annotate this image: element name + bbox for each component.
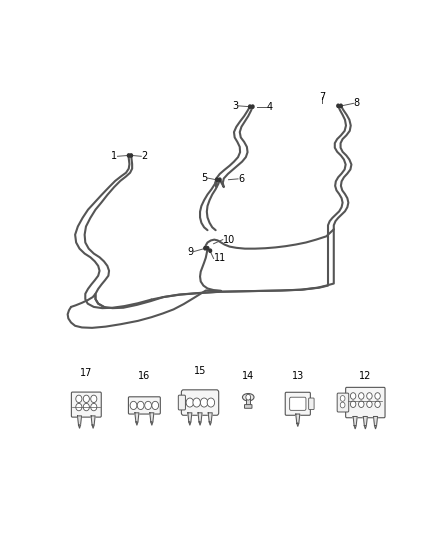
Polygon shape [363, 416, 367, 425]
Polygon shape [188, 413, 192, 422]
Text: 5: 5 [201, 173, 208, 183]
Polygon shape [91, 416, 95, 425]
Circle shape [340, 402, 345, 408]
FancyBboxPatch shape [285, 392, 311, 415]
FancyBboxPatch shape [128, 397, 160, 414]
Circle shape [209, 249, 212, 252]
Circle shape [130, 401, 137, 409]
Circle shape [215, 178, 219, 181]
Polygon shape [135, 413, 139, 422]
FancyBboxPatch shape [244, 405, 252, 408]
Text: 9: 9 [188, 247, 194, 256]
FancyBboxPatch shape [246, 397, 250, 406]
Polygon shape [151, 422, 153, 425]
Circle shape [83, 403, 89, 411]
Circle shape [246, 394, 251, 400]
Text: 10: 10 [223, 235, 235, 245]
Circle shape [359, 393, 364, 399]
Polygon shape [374, 416, 378, 425]
Text: 17: 17 [80, 368, 92, 378]
Circle shape [219, 178, 221, 181]
Circle shape [350, 401, 356, 407]
Circle shape [367, 393, 372, 399]
Polygon shape [354, 425, 356, 429]
Polygon shape [136, 422, 138, 425]
Circle shape [130, 154, 132, 157]
Circle shape [83, 395, 89, 402]
Circle shape [339, 104, 342, 108]
Polygon shape [353, 416, 357, 425]
Circle shape [91, 403, 97, 411]
FancyBboxPatch shape [71, 392, 101, 417]
Text: 16: 16 [138, 371, 151, 381]
FancyBboxPatch shape [178, 395, 185, 410]
Circle shape [76, 395, 82, 402]
Polygon shape [374, 425, 377, 429]
Circle shape [375, 393, 380, 399]
FancyBboxPatch shape [290, 397, 306, 410]
FancyBboxPatch shape [337, 393, 349, 412]
Circle shape [251, 105, 254, 108]
Polygon shape [208, 413, 212, 422]
Text: 8: 8 [353, 99, 360, 108]
Polygon shape [78, 425, 81, 428]
Polygon shape [296, 414, 300, 423]
Circle shape [127, 154, 130, 157]
Text: 3: 3 [232, 101, 238, 111]
Text: 1: 1 [111, 151, 117, 161]
Text: 4: 4 [267, 102, 273, 112]
Circle shape [375, 401, 380, 407]
Text: 11: 11 [214, 254, 226, 263]
Polygon shape [198, 413, 202, 422]
Circle shape [340, 395, 345, 401]
Circle shape [350, 393, 356, 399]
Circle shape [359, 401, 364, 407]
Ellipse shape [243, 393, 254, 401]
Circle shape [91, 395, 97, 402]
Polygon shape [209, 422, 211, 425]
FancyBboxPatch shape [181, 390, 219, 415]
Text: 13: 13 [292, 371, 304, 381]
Text: 12: 12 [359, 371, 371, 381]
Text: 2: 2 [141, 151, 148, 161]
Text: 14: 14 [242, 371, 254, 381]
Polygon shape [92, 425, 94, 428]
Text: 15: 15 [194, 366, 206, 376]
Circle shape [193, 398, 200, 407]
Circle shape [206, 247, 209, 250]
FancyBboxPatch shape [346, 387, 385, 418]
Circle shape [204, 247, 206, 250]
Text: 7: 7 [319, 92, 325, 102]
Polygon shape [297, 423, 299, 426]
Circle shape [249, 105, 251, 108]
Circle shape [200, 398, 208, 407]
Circle shape [137, 401, 144, 409]
Polygon shape [199, 422, 201, 425]
Text: 6: 6 [238, 174, 244, 184]
Circle shape [152, 401, 159, 409]
Polygon shape [364, 425, 366, 429]
Circle shape [186, 398, 194, 407]
Polygon shape [150, 413, 154, 422]
Circle shape [367, 401, 372, 407]
Circle shape [337, 104, 339, 108]
Circle shape [76, 403, 82, 411]
Polygon shape [189, 422, 191, 425]
FancyBboxPatch shape [309, 398, 314, 409]
Circle shape [207, 398, 215, 407]
Circle shape [145, 401, 152, 409]
Polygon shape [78, 416, 81, 425]
